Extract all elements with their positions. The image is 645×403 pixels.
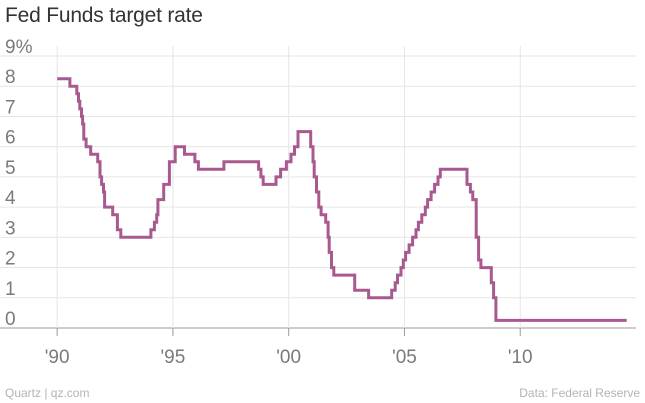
y-tick-label: 1 — [5, 279, 16, 300]
x-tick-label: '10 — [508, 347, 533, 368]
y-tick-label: 5 — [5, 158, 16, 179]
x-tick-label: '90 — [45, 347, 70, 368]
x-tick-label: '95 — [161, 347, 186, 368]
y-axis: 0 1 2 3 4 5 6 7 8 9% — [5, 37, 33, 330]
footer-source: Data: Federal Reserve — [519, 386, 640, 400]
series-layer — [57, 77, 627, 322]
y-tick-label: 3 — [5, 218, 16, 239]
y-tick-label: 7 — [5, 97, 16, 118]
rate-series-line — [57, 77, 627, 322]
y-tick-label: 9% — [5, 37, 33, 58]
y-tick-label: 0 — [5, 309, 16, 330]
grid — [0, 46, 636, 336]
x-tick-label: '00 — [276, 347, 301, 368]
y-tick-label: 2 — [5, 249, 16, 270]
x-tick-label: '05 — [392, 347, 417, 368]
y-tick-label: 8 — [5, 67, 16, 88]
chart-title: Fed Funds target rate — [5, 4, 203, 27]
y-tick-label: 6 — [5, 128, 16, 149]
footer-credit: Quartz | qz.com — [5, 386, 90, 400]
x-axis: '90 '95 '00 '05 '10 — [45, 347, 533, 368]
y-tick-label: 4 — [5, 188, 16, 209]
